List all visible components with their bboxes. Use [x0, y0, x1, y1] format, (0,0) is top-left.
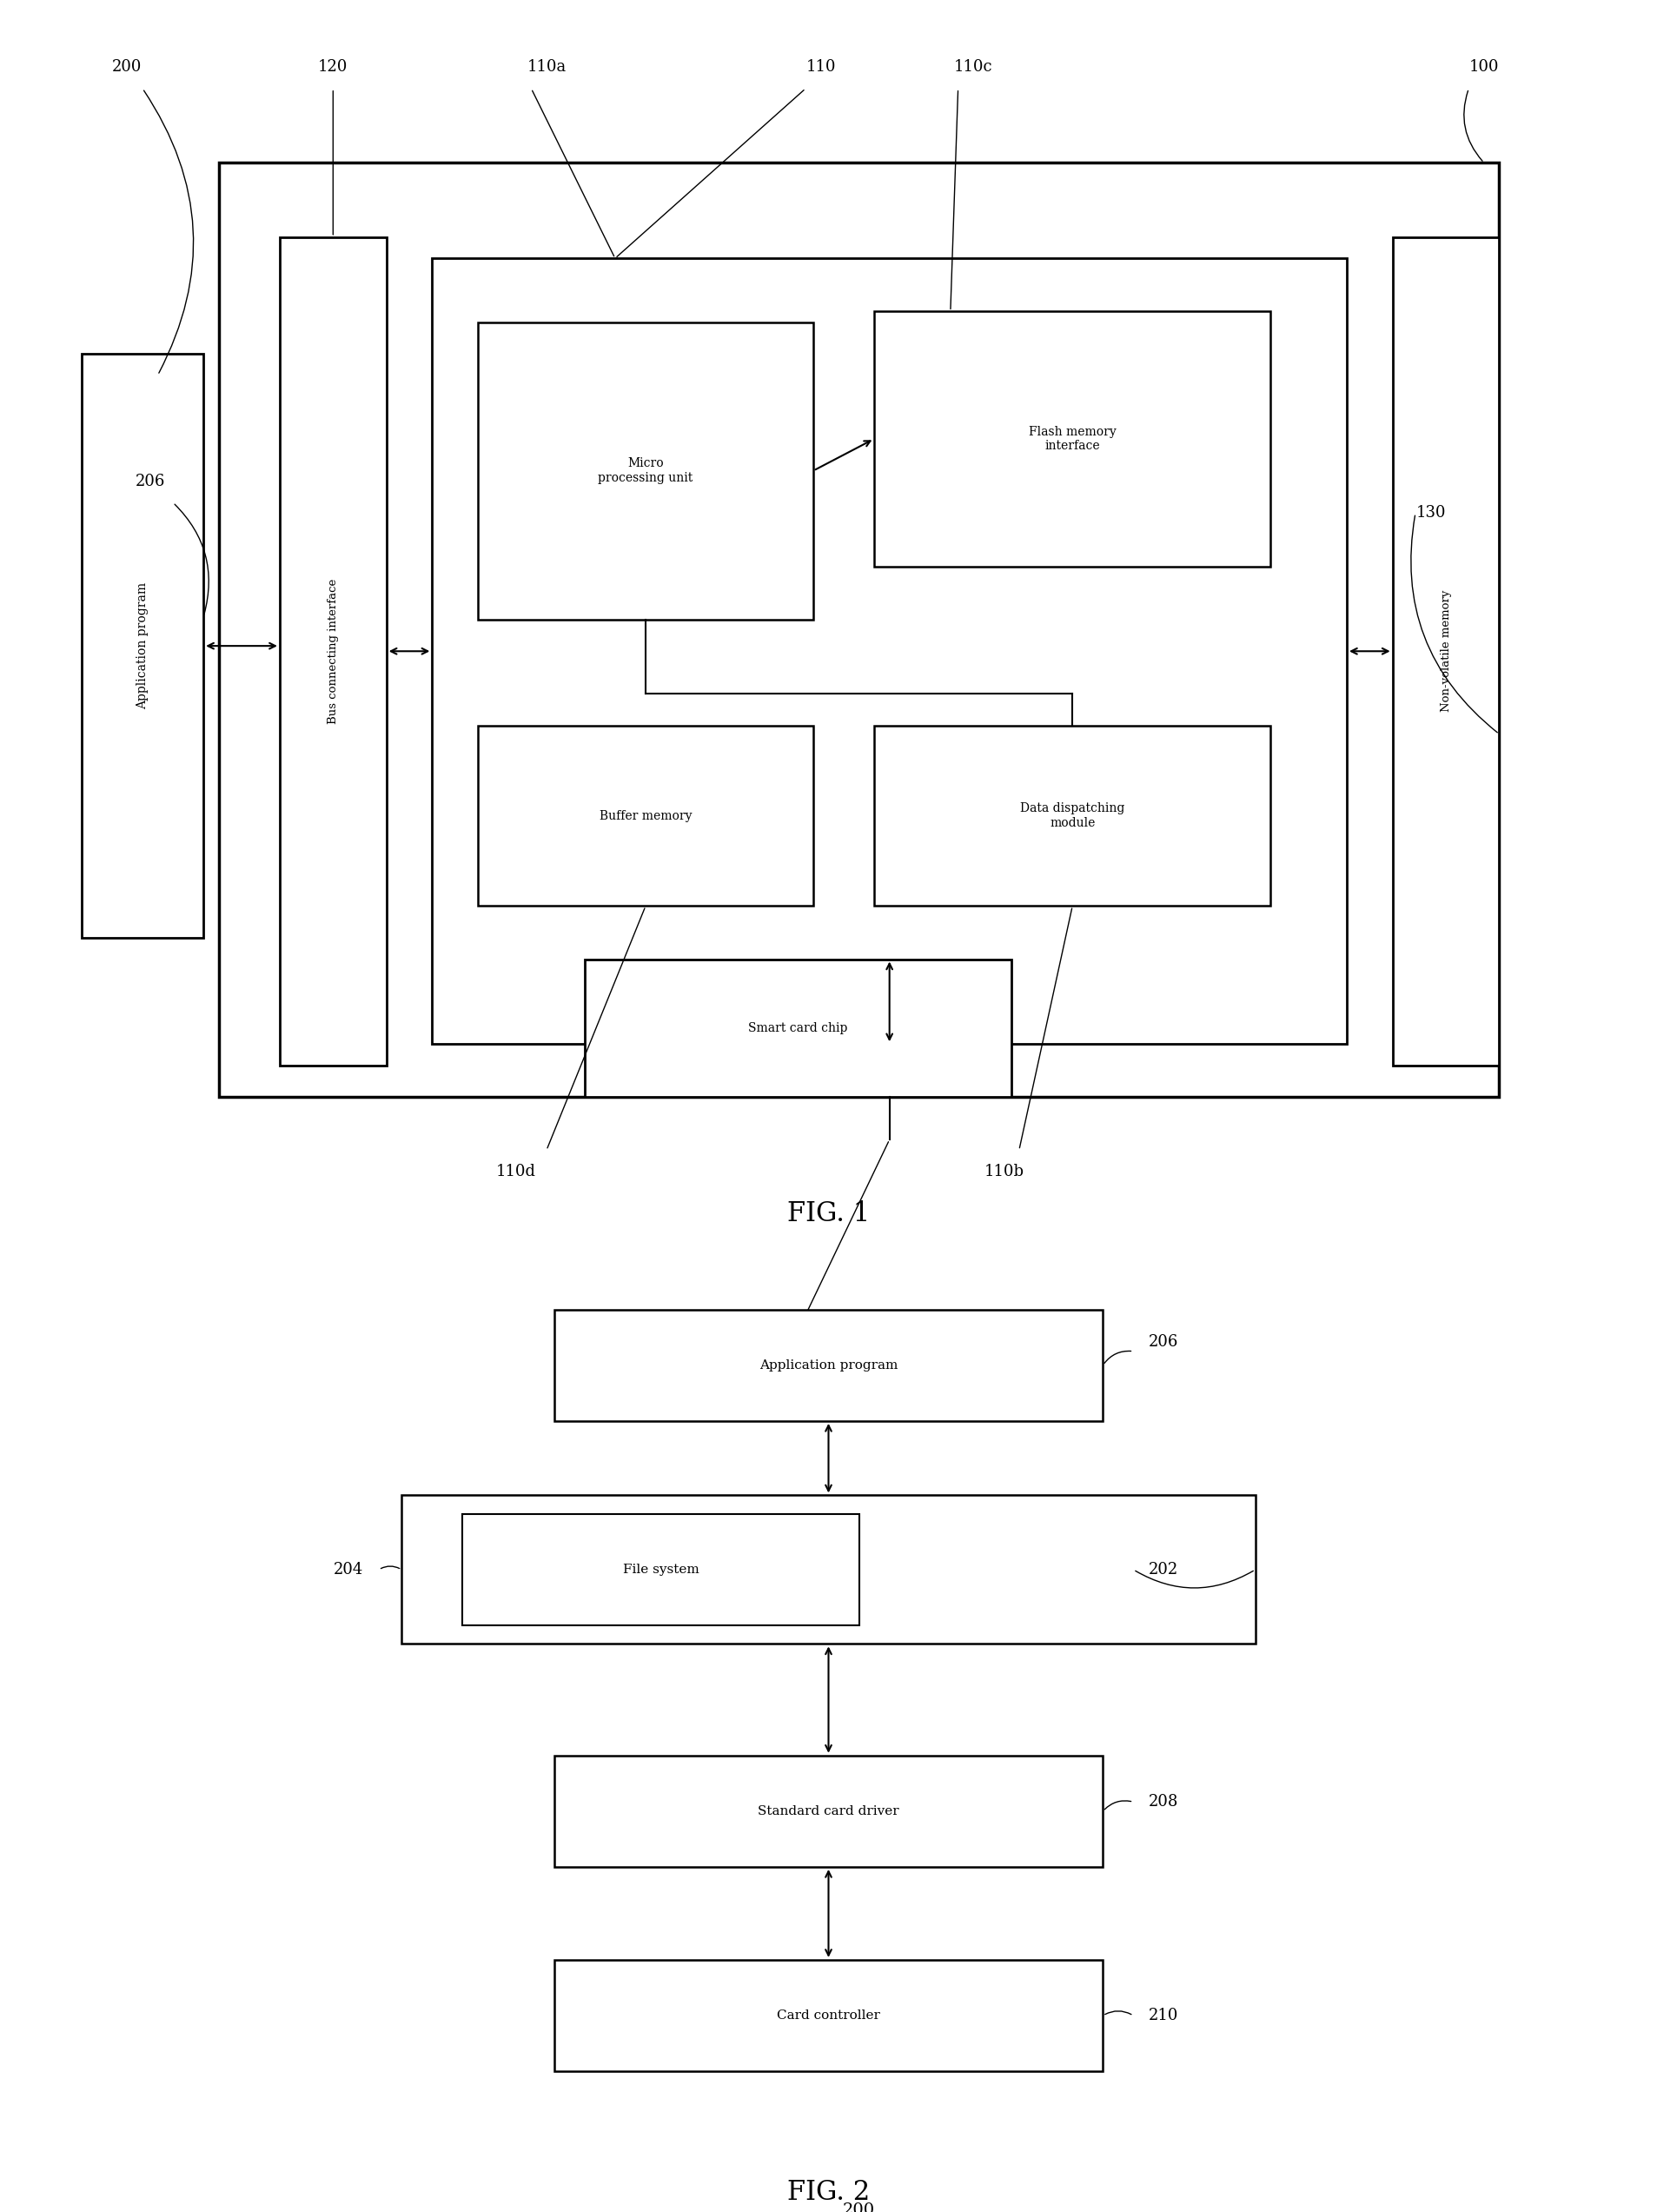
Text: 110a: 110a — [527, 60, 567, 75]
FancyBboxPatch shape — [875, 726, 1271, 907]
Text: Bus connecting interface: Bus connecting interface — [328, 580, 338, 723]
Text: Buffer memory: Buffer memory — [600, 810, 693, 823]
Text: 204: 204 — [333, 1562, 363, 1577]
Text: Non-volatile memory: Non-volatile memory — [1440, 591, 1452, 712]
Text: 206: 206 — [1148, 1334, 1178, 1349]
Text: Flash memory
interface: Flash memory interface — [1029, 425, 1117, 451]
FancyBboxPatch shape — [875, 312, 1271, 566]
Text: 110: 110 — [805, 60, 835, 75]
Text: 110d: 110d — [495, 1164, 535, 1179]
Text: 206: 206 — [136, 473, 166, 489]
Text: 120: 120 — [318, 60, 348, 75]
Text: Application program: Application program — [136, 582, 149, 710]
Text: 130: 130 — [1415, 504, 1445, 522]
Text: 110c: 110c — [954, 60, 993, 75]
Text: 202: 202 — [1148, 1562, 1178, 1577]
Text: Smart card chip: Smart card chip — [749, 1022, 848, 1035]
Text: 100: 100 — [1470, 60, 1500, 75]
Text: Standard card driver: Standard card driver — [757, 1805, 900, 1818]
Text: Card controller: Card controller — [777, 2008, 880, 2022]
Text: Micro
processing unit: Micro processing unit — [598, 458, 693, 484]
FancyBboxPatch shape — [81, 354, 204, 938]
Text: 200: 200 — [113, 60, 143, 75]
FancyBboxPatch shape — [553, 1960, 1104, 2070]
FancyBboxPatch shape — [553, 1756, 1104, 1867]
FancyBboxPatch shape — [462, 1513, 858, 1626]
Text: 140: 140 — [784, 1345, 814, 1360]
FancyBboxPatch shape — [219, 164, 1500, 1097]
Text: 208: 208 — [1148, 1794, 1178, 1809]
Text: File system: File system — [623, 1564, 699, 1575]
Text: FIG. 2: FIG. 2 — [787, 2179, 870, 2205]
Text: 110b: 110b — [984, 1164, 1024, 1179]
FancyBboxPatch shape — [585, 960, 1011, 1097]
Text: 210: 210 — [1148, 2008, 1178, 2024]
Text: 200: 200 — [843, 2203, 875, 2212]
FancyBboxPatch shape — [432, 259, 1347, 1044]
FancyBboxPatch shape — [477, 726, 814, 907]
Text: Data dispatching
module: Data dispatching module — [1021, 803, 1125, 830]
Text: FIG. 1: FIG. 1 — [787, 1201, 870, 1228]
FancyBboxPatch shape — [401, 1495, 1256, 1644]
FancyBboxPatch shape — [477, 323, 814, 619]
FancyBboxPatch shape — [1392, 237, 1500, 1066]
Text: Application program: Application program — [759, 1358, 898, 1371]
FancyBboxPatch shape — [280, 237, 386, 1066]
FancyBboxPatch shape — [553, 1310, 1104, 1420]
